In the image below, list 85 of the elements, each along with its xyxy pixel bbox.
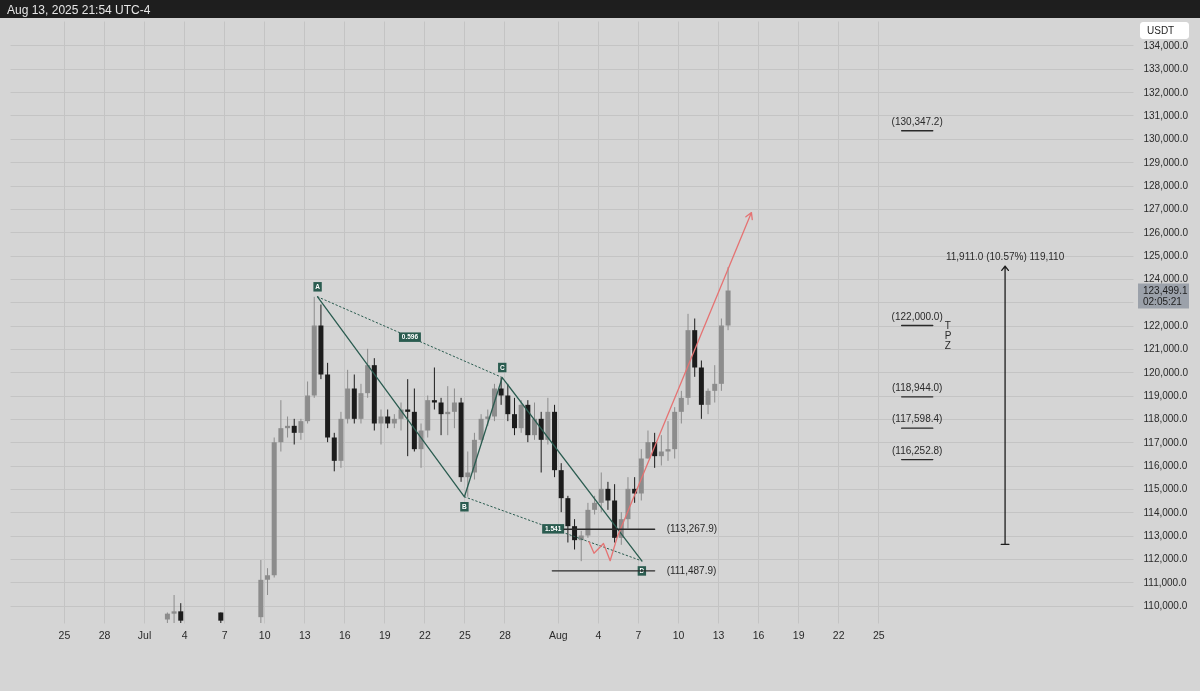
y-tick-label: 117,000.0 xyxy=(1143,436,1188,448)
y-tick-label: 115,000.0 xyxy=(1143,483,1188,495)
candlestick xyxy=(451,388,457,429)
x-tick-label: 4 xyxy=(181,628,188,641)
candlestick xyxy=(598,472,604,513)
annotation: (116,252.8) xyxy=(891,444,943,456)
candlestick xyxy=(438,397,444,436)
candlestick xyxy=(678,390,684,424)
candlestick xyxy=(645,430,651,459)
x-tick-label: 10 xyxy=(672,628,685,641)
annotation: (122,000.0) xyxy=(891,310,943,322)
y-axis-title: USDT xyxy=(1147,24,1175,36)
x-tick-label: 13 xyxy=(712,628,725,641)
text: 02:05:21 xyxy=(1143,296,1183,308)
x-tick-label: 4 xyxy=(595,628,602,641)
y-tick-label: 128,000.0 xyxy=(1143,180,1189,191)
candlestick xyxy=(331,432,337,472)
candlestick xyxy=(592,495,598,515)
y-tick-label: 132,000.0 xyxy=(1143,86,1189,98)
candlestick xyxy=(478,413,484,443)
x-tick-label: 7 xyxy=(221,628,228,641)
x-tick-label: 10 xyxy=(258,628,271,641)
annotation: (111,487.9) xyxy=(666,564,717,576)
x-tick-label: Aug xyxy=(549,628,568,641)
candlestick xyxy=(171,594,177,624)
candlestick xyxy=(538,411,544,473)
candlestick xyxy=(431,367,437,410)
x-tick-label: 7 xyxy=(635,628,642,641)
x-tick-label: 25 xyxy=(872,628,885,641)
y-tick-label: 124,000.0 xyxy=(1143,273,1189,285)
y-tick-label: 114,000.0 xyxy=(1143,506,1188,518)
x-tick-label: 16 xyxy=(752,628,765,641)
candlestick xyxy=(498,377,504,406)
y-tick-label: 110,000.0 xyxy=(1143,600,1188,611)
y-tick-label: 126,000.0 xyxy=(1143,226,1189,238)
y-tick-label: 121,000.0 xyxy=(1143,343,1189,355)
candlestick xyxy=(605,481,611,511)
y-tick-label: 120,000.0 xyxy=(1143,366,1189,378)
chart-title: Aug 13, 2025 21:54 UTC-4 xyxy=(7,3,151,17)
y-tick-label: 111,000.0 xyxy=(1143,576,1187,588)
candlestick xyxy=(378,409,384,445)
x-tick-label: 25 xyxy=(58,628,71,641)
x-tick-label: 22 xyxy=(832,628,845,641)
candlestick xyxy=(511,397,517,436)
candlestick xyxy=(278,399,284,452)
y-tick-label: 133,000.0 xyxy=(1143,63,1189,75)
x-tick-label: Jul xyxy=(137,628,152,641)
annotation: (118,944.0) xyxy=(891,381,943,393)
x-tick-label: 13 xyxy=(298,628,311,641)
y-tick-label: 119,000.0 xyxy=(1143,390,1188,401)
candlestick xyxy=(518,399,524,434)
text: 123,499.1 xyxy=(1143,284,1188,296)
y-tick-label: 129,000.0 xyxy=(1143,156,1189,168)
y-tick-label: 130,000.0 xyxy=(1143,133,1189,145)
x-tick-label: 16 xyxy=(338,628,351,641)
y-tick-label: 125,000.0 xyxy=(1143,250,1189,261)
annotation: (130,347.2) xyxy=(891,115,943,127)
y-tick-label: 127,000.0 xyxy=(1143,203,1189,215)
candlestick xyxy=(705,388,711,415)
y-tick-label: 112,000.0 xyxy=(1143,553,1188,565)
y-tick-label: 131,000.0 xyxy=(1143,110,1189,121)
candlestick xyxy=(291,418,297,445)
candlestick xyxy=(505,383,511,422)
x-tick-label: 19 xyxy=(378,628,391,641)
x-tick-label: 28 xyxy=(499,628,511,641)
annotation: (117,598.4) xyxy=(891,413,943,425)
candlestick xyxy=(712,364,718,403)
y-tick-label: 134,000.0 xyxy=(1143,40,1189,51)
y-tick-label: 118,000.0 xyxy=(1143,413,1188,425)
x-tick-label: 25 xyxy=(459,628,471,641)
x-tick-label: 28 xyxy=(98,628,111,641)
candlestick xyxy=(178,602,184,624)
line-series xyxy=(588,211,753,562)
annotation: T P Z xyxy=(944,319,952,351)
annotation: (113,267.9) xyxy=(666,523,718,535)
candlestick xyxy=(265,567,271,596)
candlestick xyxy=(385,409,391,429)
x-tick-label: 19 xyxy=(792,628,805,641)
y-tick-label: 116,000.0 xyxy=(1143,460,1188,471)
candlestick xyxy=(665,420,671,462)
y-tick-label: 113,000.0 xyxy=(1143,530,1188,541)
y-tick-label: 122,000.0 xyxy=(1143,320,1189,331)
x-tick-label: 22 xyxy=(419,628,431,641)
annotation: 11,911.0 (10.57%) 119,110 xyxy=(945,251,1065,263)
candlestick xyxy=(298,418,304,441)
